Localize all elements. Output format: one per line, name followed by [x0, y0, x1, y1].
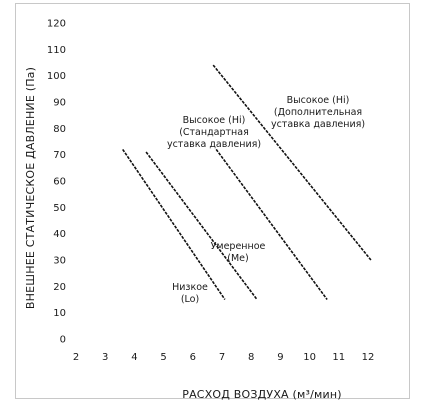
y-tick-label: 10 — [53, 308, 66, 319]
x-tick-label: 3 — [102, 352, 108, 363]
series-label-line: (Стандартная — [179, 127, 249, 138]
y-tick-label: 0 — [60, 335, 66, 346]
series-label-line: (Дополнительная — [274, 107, 362, 118]
series-label-line: (Lo) — [181, 294, 199, 305]
x-tick-label: 7 — [219, 352, 225, 363]
y-tick-label: 60 — [53, 177, 66, 188]
series-line — [145, 151, 258, 300]
curves — [122, 64, 372, 300]
series-label-line: (Me) — [227, 253, 248, 264]
series-label: Высокое (Hi) (Стандартная уставка давления… — [167, 115, 261, 150]
series-label: Умеренное (Me) — [211, 241, 266, 264]
x-tick-label: 11 — [332, 352, 345, 363]
series-line — [122, 148, 226, 300]
y-tick-label: 80 — [53, 124, 66, 135]
series-label-line: уставка давления) — [167, 139, 261, 150]
series-line — [215, 148, 328, 300]
y-axis-title: ВНЕШНЕЕ СТАТИЧЕСКОЕ ДАВЛЕНИЕ (Па) — [24, 67, 37, 309]
x-tick-label: 4 — [131, 352, 137, 363]
y-tick-label: 20 — [53, 282, 66, 293]
series-label-line: уставка давления) — [271, 119, 365, 130]
series-label: Низкое (Lo) — [172, 282, 208, 305]
chart-frame — [15, 3, 410, 399]
y-tick-label: 90 — [53, 98, 66, 109]
y-tick-label: 40 — [53, 229, 66, 240]
x-tick-label: 10 — [303, 352, 316, 363]
x-tick-label: 9 — [277, 352, 283, 363]
x-tick-label: 6 — [190, 352, 196, 363]
x-tick-label: 2 — [73, 352, 79, 363]
y-tick-label: 70 — [53, 150, 66, 161]
x-tick-label: 5 — [160, 352, 166, 363]
y-tick-label: 50 — [53, 203, 66, 214]
series-label-line: Высокое (Hi) — [287, 95, 350, 106]
series-labels: Низкое (Lo)Умеренное (Me)Высокое (Hi) (Стан… — [167, 95, 365, 305]
x-tick-label: 8 — [248, 352, 254, 363]
x-tick-label: 12 — [362, 352, 375, 363]
y-tick-label: 120 — [47, 19, 66, 30]
x-axis: 2 3 4 5 6 7 8 9 10 11 12 — [73, 352, 375, 363]
y-axis: 0 10 20 30 40 50 60 70 80 90 100 110 120 — [47, 19, 66, 346]
y-tick-label: 110 — [47, 45, 66, 56]
series-label-line: Высокое (Hi) — [183, 115, 246, 126]
series-label: Высокое (Hi) (Дополнительная уставка давле… — [271, 95, 365, 130]
y-tick-label: 30 — [53, 256, 66, 267]
series-label-line: Умеренное — [211, 241, 266, 252]
x-axis-title: РАСХОД ВОЗДУХА (м³/мин) — [182, 388, 341, 401]
series-label-line: Низкое — [172, 282, 208, 293]
y-tick-label: 100 — [47, 71, 66, 82]
